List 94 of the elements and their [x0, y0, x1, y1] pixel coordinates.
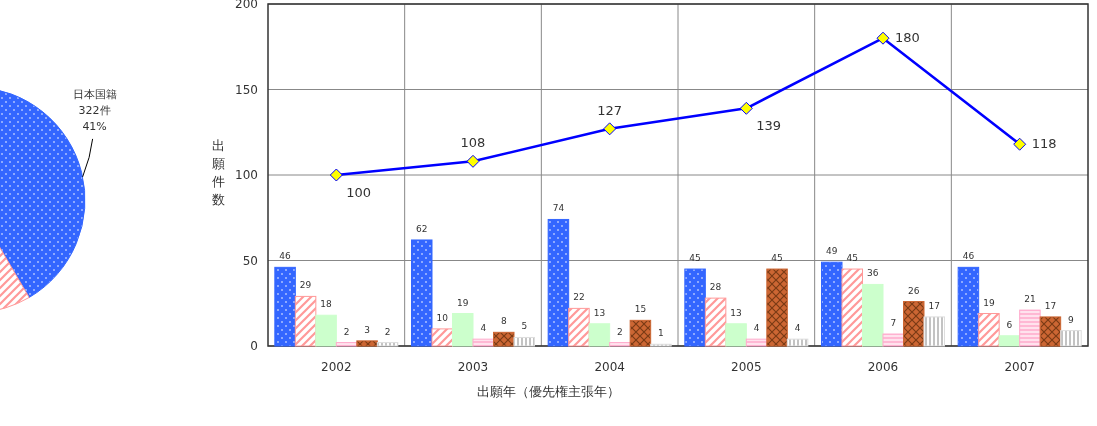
- point: [739, 101, 753, 115]
- bar: [411, 239, 433, 347]
- data-label: 108: [460, 135, 486, 151]
- x-axis-title: 出願年（優先権主張年）: [476, 384, 620, 399]
- data-label: 1: [658, 328, 664, 339]
- x-tick-label: 2006: [867, 360, 899, 374]
- data-label: 62: [416, 223, 428, 234]
- bar: [547, 218, 570, 347]
- data-label: 7: [890, 318, 897, 329]
- bar: [998, 335, 1021, 347]
- x-tick-label: 2007: [1004, 360, 1035, 374]
- y-tick-label: 0: [250, 339, 258, 353]
- data-label: 49: [826, 246, 838, 257]
- data-label: 21: [1024, 294, 1036, 305]
- data-label: 4: [480, 323, 487, 334]
- bar: [568, 307, 590, 347]
- data-label: 4: [753, 323, 760, 334]
- data-label: 100: [346, 185, 372, 200]
- data-label: 17: [928, 300, 940, 311]
- bar: [1039, 316, 1062, 347]
- bar: [513, 336, 535, 347]
- point: [876, 31, 890, 45]
- data-label: 22: [573, 292, 585, 303]
- bar: [862, 283, 884, 347]
- y-tick-label: 50: [242, 253, 258, 268]
- bar: [978, 313, 1000, 347]
- bar: [294, 295, 317, 347]
- data-label: 19: [983, 297, 995, 308]
- bar: [472, 338, 494, 347]
- slice-label: 日本国籍: [72, 87, 117, 101]
- data-label: 127: [597, 102, 623, 118]
- point: [466, 154, 480, 168]
- data-label: 13: [730, 307, 742, 318]
- bar: [957, 266, 980, 347]
- data-label: 2: [617, 326, 623, 337]
- point: [603, 122, 617, 136]
- y-tick-label: 100: [235, 168, 258, 182]
- bar: [452, 313, 474, 347]
- data-label: 2: [343, 326, 350, 337]
- data-label: 9: [1068, 314, 1075, 325]
- data-label: 17: [1044, 300, 1057, 311]
- bar: [274, 266, 296, 347]
- data-label: 6: [1006, 319, 1013, 330]
- bar: [882, 333, 904, 347]
- data-label: 118: [1031, 136, 1057, 152]
- x-tick-label: 2005: [731, 360, 762, 374]
- data-label: 19: [457, 297, 469, 308]
- point: [1013, 137, 1027, 151]
- bar: [629, 319, 652, 347]
- data-label: 2: [384, 326, 391, 337]
- data-label: 322件 41%: [78, 103, 111, 133]
- bar: [821, 261, 843, 347]
- bar: [923, 316, 945, 347]
- bar: [335, 342, 358, 347]
- bar: [356, 340, 378, 347]
- bar: [903, 301, 925, 347]
- bar: [315, 314, 337, 347]
- x-tick-label: 2002: [321, 360, 352, 374]
- data-label: 13: [593, 307, 606, 318]
- bar: [725, 323, 747, 347]
- x-tick-label: 2003: [457, 360, 489, 374]
- bar: [786, 338, 809, 347]
- data-label: 26: [908, 285, 920, 296]
- data-label: 139: [756, 118, 782, 134]
- data-label: 5: [521, 321, 528, 332]
- bar: [1060, 330, 1082, 347]
- y-axis-title: 出願件数: [211, 138, 225, 207]
- y-tick-label: 150: [235, 82, 258, 97]
- data-label: 10: [436, 312, 449, 323]
- data-label: 29: [299, 280, 312, 291]
- bar: [684, 268, 706, 347]
- data-label: 36: [867, 268, 879, 279]
- data-label: 46: [279, 251, 292, 262]
- data-label: 4: [794, 323, 801, 334]
- bar: [704, 297, 727, 347]
- data-label: 8: [500, 316, 507, 327]
- data-label: 180: [895, 30, 920, 46]
- bar: [745, 338, 768, 347]
- bar: [609, 342, 631, 347]
- x-tick-label: 2004: [594, 360, 625, 374]
- bar: [588, 323, 611, 347]
- data-label: 74: [552, 203, 565, 214]
- point: [329, 168, 343, 182]
- bar: [431, 328, 453, 347]
- bar: [493, 331, 515, 347]
- data-label: 3: [364, 324, 370, 335]
- bar: [376, 342, 399, 347]
- data-label: 15: [634, 304, 647, 315]
- bar: [1019, 309, 1041, 347]
- data-label: 28: [709, 282, 722, 293]
- data-label: 18: [320, 299, 333, 310]
- data-label: 46: [962, 251, 975, 262]
- bar: [841, 268, 863, 347]
- bar: [766, 268, 788, 347]
